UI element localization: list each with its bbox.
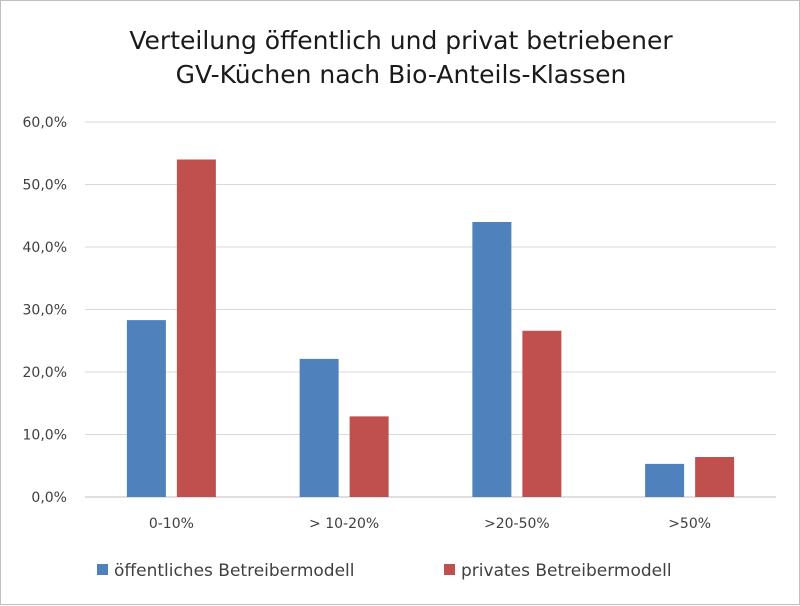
y-tick-label: 40,0% — [23, 240, 67, 256]
x-axis-category-labels: 0-10% > 10-20% >20-50% >50% — [149, 516, 711, 532]
bars — [126, 159, 735, 497]
legend: öffentliches Betreibermodell privates Bet… — [97, 561, 672, 581]
y-tick-label: 60,0% — [23, 115, 67, 131]
y-tick-label: 50,0% — [23, 178, 67, 194]
legend-label: privates Betreibermodell — [461, 561, 672, 581]
bar-private-0 — [176, 159, 216, 497]
y-axis-tick-labels: 0,0% 10,0% 20,0% 30,0% 40,0% 50,0% 60,0% — [23, 115, 67, 506]
bar-public-0 — [126, 320, 166, 497]
legend-label: öffentliches Betreibermodell — [114, 561, 354, 581]
bar-public-1 — [299, 358, 339, 497]
x-category-label: > 10-20% — [309, 516, 379, 532]
legend-swatch — [444, 564, 455, 575]
y-tick-label: 30,0% — [23, 303, 67, 319]
bar-private-3 — [695, 457, 735, 497]
chart-title-line-2: GV-Küchen nach Bio-Anteils-Klassen — [176, 60, 627, 89]
legend-swatch — [97, 564, 108, 575]
bar-private-1 — [349, 416, 389, 497]
x-category-label: >50% — [668, 516, 711, 532]
y-tick-label: 0,0% — [31, 490, 67, 506]
y-tick-label: 20,0% — [23, 365, 67, 381]
x-category-label: >20-50% — [484, 516, 550, 532]
bar-public-3 — [645, 463, 685, 497]
x-category-label: 0-10% — [149, 516, 194, 532]
bar-public-2 — [472, 222, 512, 497]
bar-private-2 — [522, 330, 562, 497]
chart-title-line-1: Verteilung öffentlich und privat betrieb… — [129, 26, 673, 55]
y-tick-label: 10,0% — [23, 428, 67, 444]
